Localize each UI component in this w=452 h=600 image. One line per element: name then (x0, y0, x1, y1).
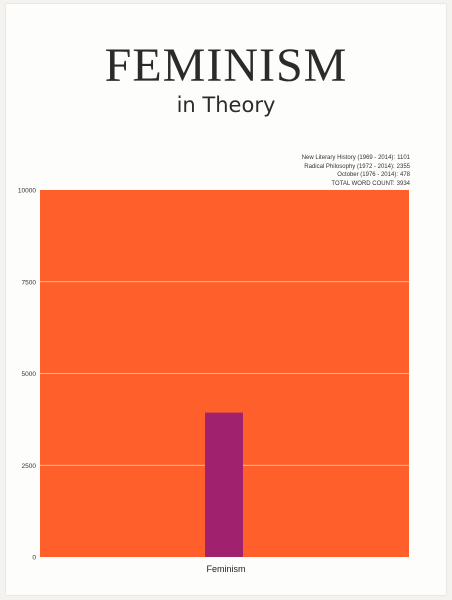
legend-value: 1101 (397, 155, 410, 161)
legend-row-rp: Radical Philosophy (1972 - 2014): 2355 (300, 163, 410, 172)
legend-row-october: October (1976 - 2014): 478 (300, 171, 410, 180)
legend-value: 478 (399, 172, 410, 178)
legend-label: TOTAL WORD COUNT: (331, 180, 395, 187)
poster-subtitle: in Theory (176, 93, 276, 117)
legend-row-total: TOTAL WORD COUNT: 3934 (300, 180, 410, 189)
legend-label: Radical Philosophy (1972 - 2014): (304, 163, 395, 170)
bar-feminism (205, 412, 243, 557)
y-tick-label: 5000 (22, 371, 37, 378)
legend-label: New Literary History (1969 - 2014): (301, 155, 396, 161)
y-tick-label: 0 (32, 555, 36, 562)
poster-title: FEMINISM (104, 39, 348, 92)
legend-label: October (1976 - 2014): (337, 172, 398, 178)
y-tick-label: 7500 (22, 279, 37, 286)
y-tick-label: 10000 (18, 188, 36, 195)
x-category-label: Feminism (206, 564, 246, 574)
legend-value: 3934 (396, 180, 410, 187)
legend-value: 2355 (396, 163, 410, 170)
legend-row-nlh: New Literary History (1969 - 2014): 1101 (300, 154, 410, 163)
y-tick-label: 2500 (22, 463, 37, 470)
word-count-legend: New Literary History (1969 - 2014): 1101 … (300, 154, 410, 188)
